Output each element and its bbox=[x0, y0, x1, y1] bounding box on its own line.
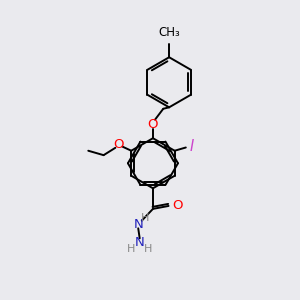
Text: H: H bbox=[140, 213, 149, 223]
Text: N: N bbox=[133, 218, 143, 231]
Text: H: H bbox=[127, 244, 136, 254]
Text: CH₃: CH₃ bbox=[158, 26, 180, 39]
Text: H: H bbox=[144, 244, 152, 254]
Text: O: O bbox=[148, 118, 158, 130]
Text: N: N bbox=[135, 236, 145, 249]
Text: O: O bbox=[172, 200, 183, 212]
Text: I: I bbox=[189, 139, 194, 154]
Text: O: O bbox=[114, 138, 124, 151]
